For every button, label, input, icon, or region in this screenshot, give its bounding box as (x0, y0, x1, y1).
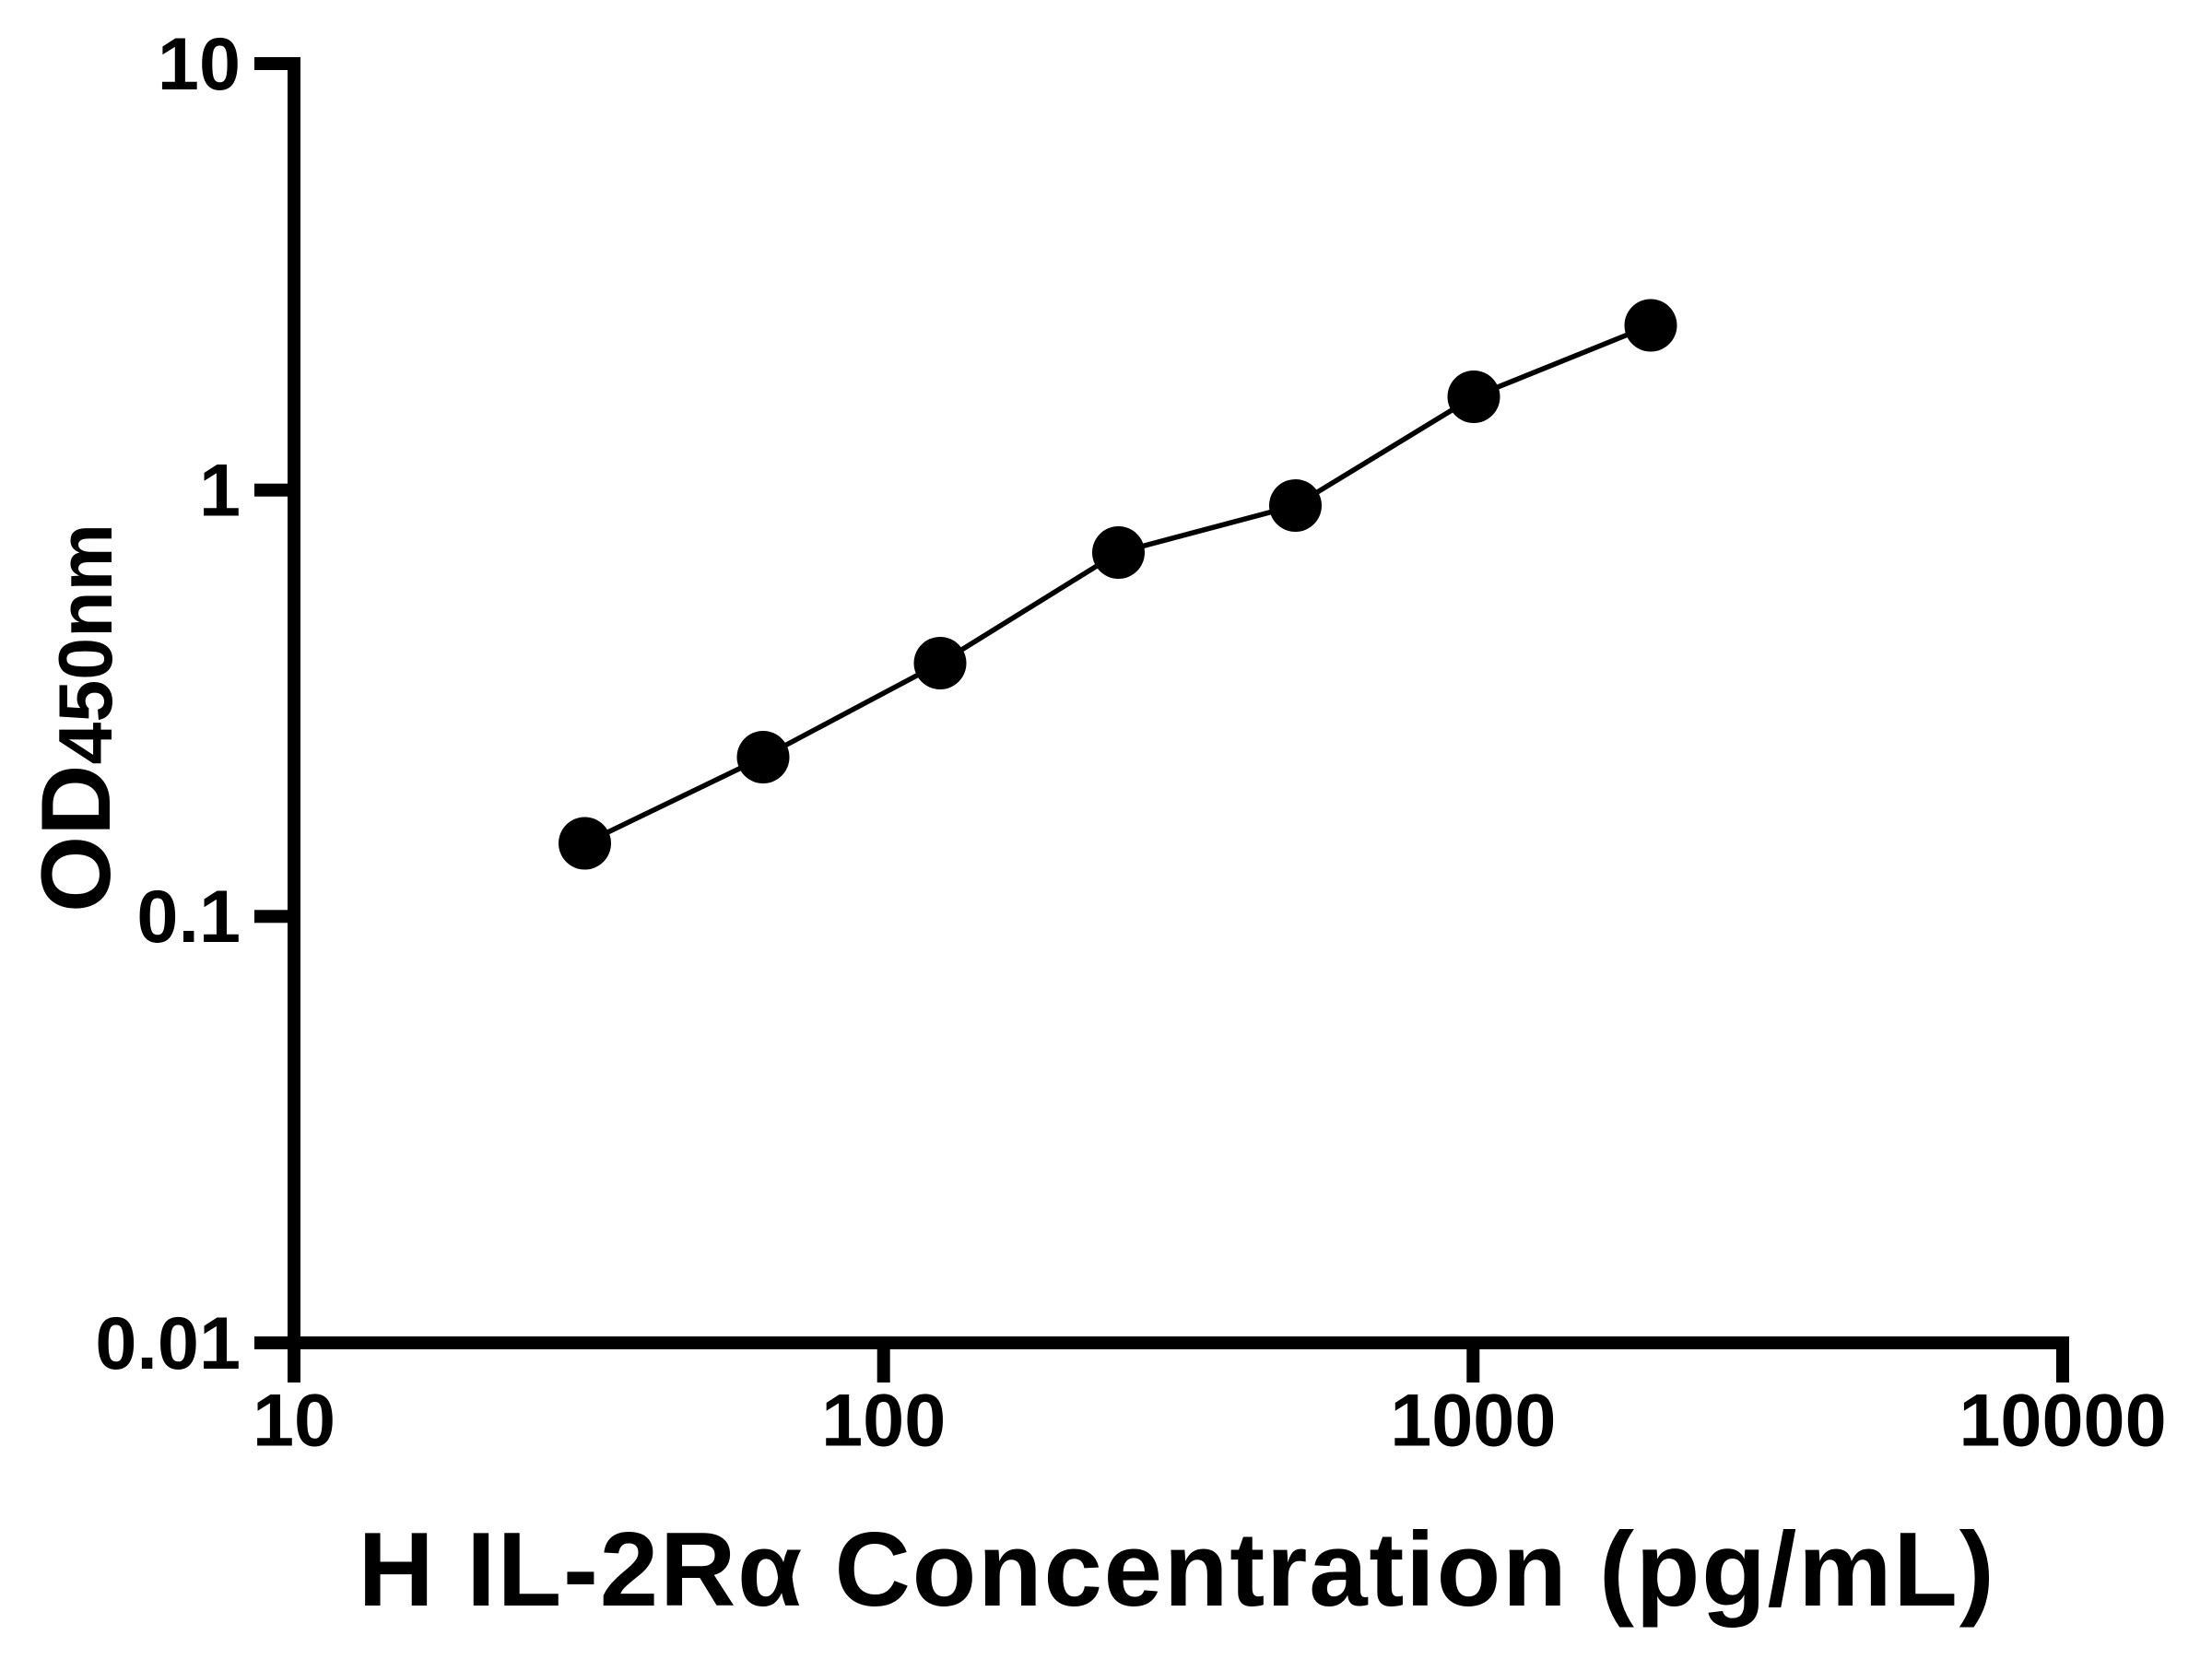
svg-text:10000: 10000 (1959, 1380, 2166, 1463)
svg-text:100: 100 (821, 1380, 946, 1463)
svg-text:10: 10 (158, 23, 241, 106)
svg-text:0.1: 0.1 (136, 876, 241, 959)
svg-text:1000: 1000 (1390, 1380, 1556, 1463)
svg-text:OD450nm: OD450nm (20, 524, 131, 912)
svg-text:1: 1 (199, 450, 241, 533)
svg-text:0.01: 0.01 (95, 1302, 241, 1385)
svg-text:H IL-2Rα Concentration (pg/mL): H IL-2Rα Concentration (pg/mL) (359, 1512, 1996, 1629)
svg-text:10: 10 (253, 1380, 335, 1463)
